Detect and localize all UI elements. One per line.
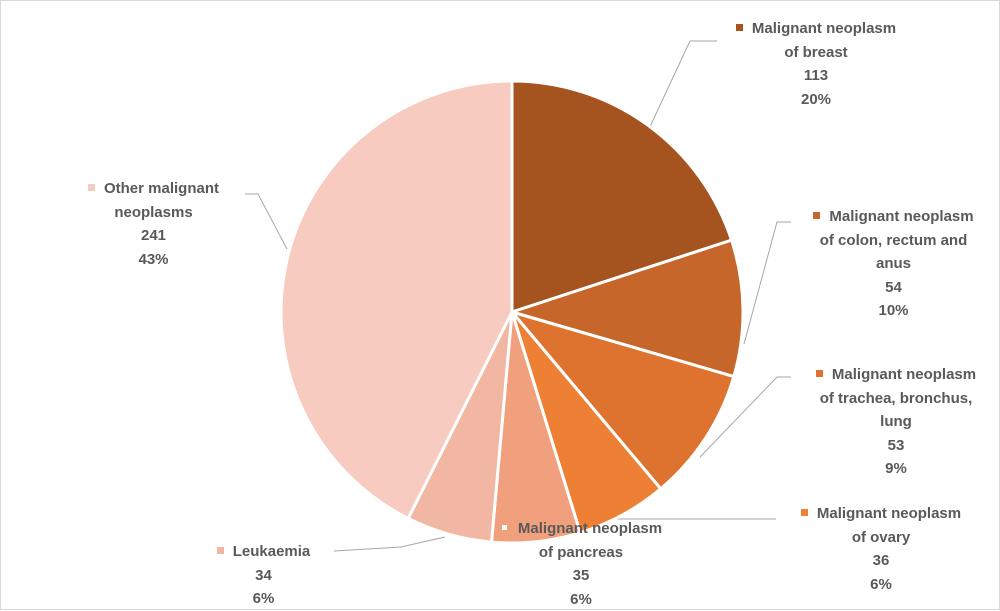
label-text: Malignant neoplasm [518,520,662,537]
legend-key [801,509,808,516]
data-label-name-line: of pancreas [466,541,696,565]
data-label-name-line: of breast [701,41,931,65]
data-label-name-line: of trachea, bronchus, [791,387,1000,411]
data-label-value: 241 [61,224,246,248]
leader-line [744,222,791,344]
data-label-trachea: Malignant neoplasm of trachea, bronchus,… [791,363,1000,481]
data-label-value: 54 [786,276,1000,300]
data-label-percent: 6% [771,573,991,597]
label-text: Leukaemia [233,543,311,560]
data-label-colon: Malignant neoplasm of colon, rectum and … [786,205,1000,323]
label-text: Malignant neoplasm [817,505,961,522]
data-label-name-line: Malignant neoplasm [771,502,991,526]
data-label-name-line: Malignant neoplasm [786,205,1000,229]
legend-key [88,184,95,191]
data-label-percent: 6% [196,587,331,611]
data-label-breast: Malignant neoplasm of breast 113 20% [701,17,931,111]
data-label-other: Other malignant neoplasms 241 43% [61,177,246,271]
label-text: Other malignant [104,180,219,197]
label-text: Malignant neoplasm [829,208,973,225]
legend-key [813,212,820,219]
label-text: Malignant neoplasm [832,366,976,383]
pie-slices [281,81,743,543]
data-label-pancreas: Malignant neoplasm of pancreas 35 6% [466,517,696,611]
data-label-name-line: of colon, rectum and [786,229,1000,253]
data-label-percent: 6% [466,588,696,611]
data-label-percent: 10% [786,299,1000,323]
data-label-value: 35 [466,564,696,588]
data-label-ovary: Malignant neoplasm of ovary 36 6% [771,502,991,596]
data-label-leukaemia: Leukaemia 34 6% [196,540,331,611]
data-label-value: 34 [196,564,331,588]
data-label-name-line: anus [786,252,1000,276]
legend-key [816,370,823,377]
legend-key [217,547,224,554]
data-label-name-line: lung [791,410,1000,434]
data-label-value: 53 [791,434,1000,458]
data-label-name-line: neoplasms [61,201,246,225]
data-label-name-line: Malignant neoplasm [791,363,1000,387]
legend-key [736,24,743,31]
data-label-name-line: Malignant neoplasm [701,17,931,41]
leader-line [334,537,445,551]
data-label-percent: 43% [61,248,246,272]
leader-line [245,194,287,249]
data-label-value: 113 [701,64,931,88]
data-label-value: 36 [771,549,991,573]
data-label-name-line: of ovary [771,526,991,550]
data-label-percent: 9% [791,457,1000,481]
data-label-name-line: Malignant neoplasm [466,517,696,541]
legend-key [500,523,509,532]
data-label-name-line: Leukaemia [196,540,331,564]
data-label-percent: 20% [701,88,931,112]
label-text: Malignant neoplasm [752,20,896,37]
data-label-name-line: Other malignant [61,177,246,201]
